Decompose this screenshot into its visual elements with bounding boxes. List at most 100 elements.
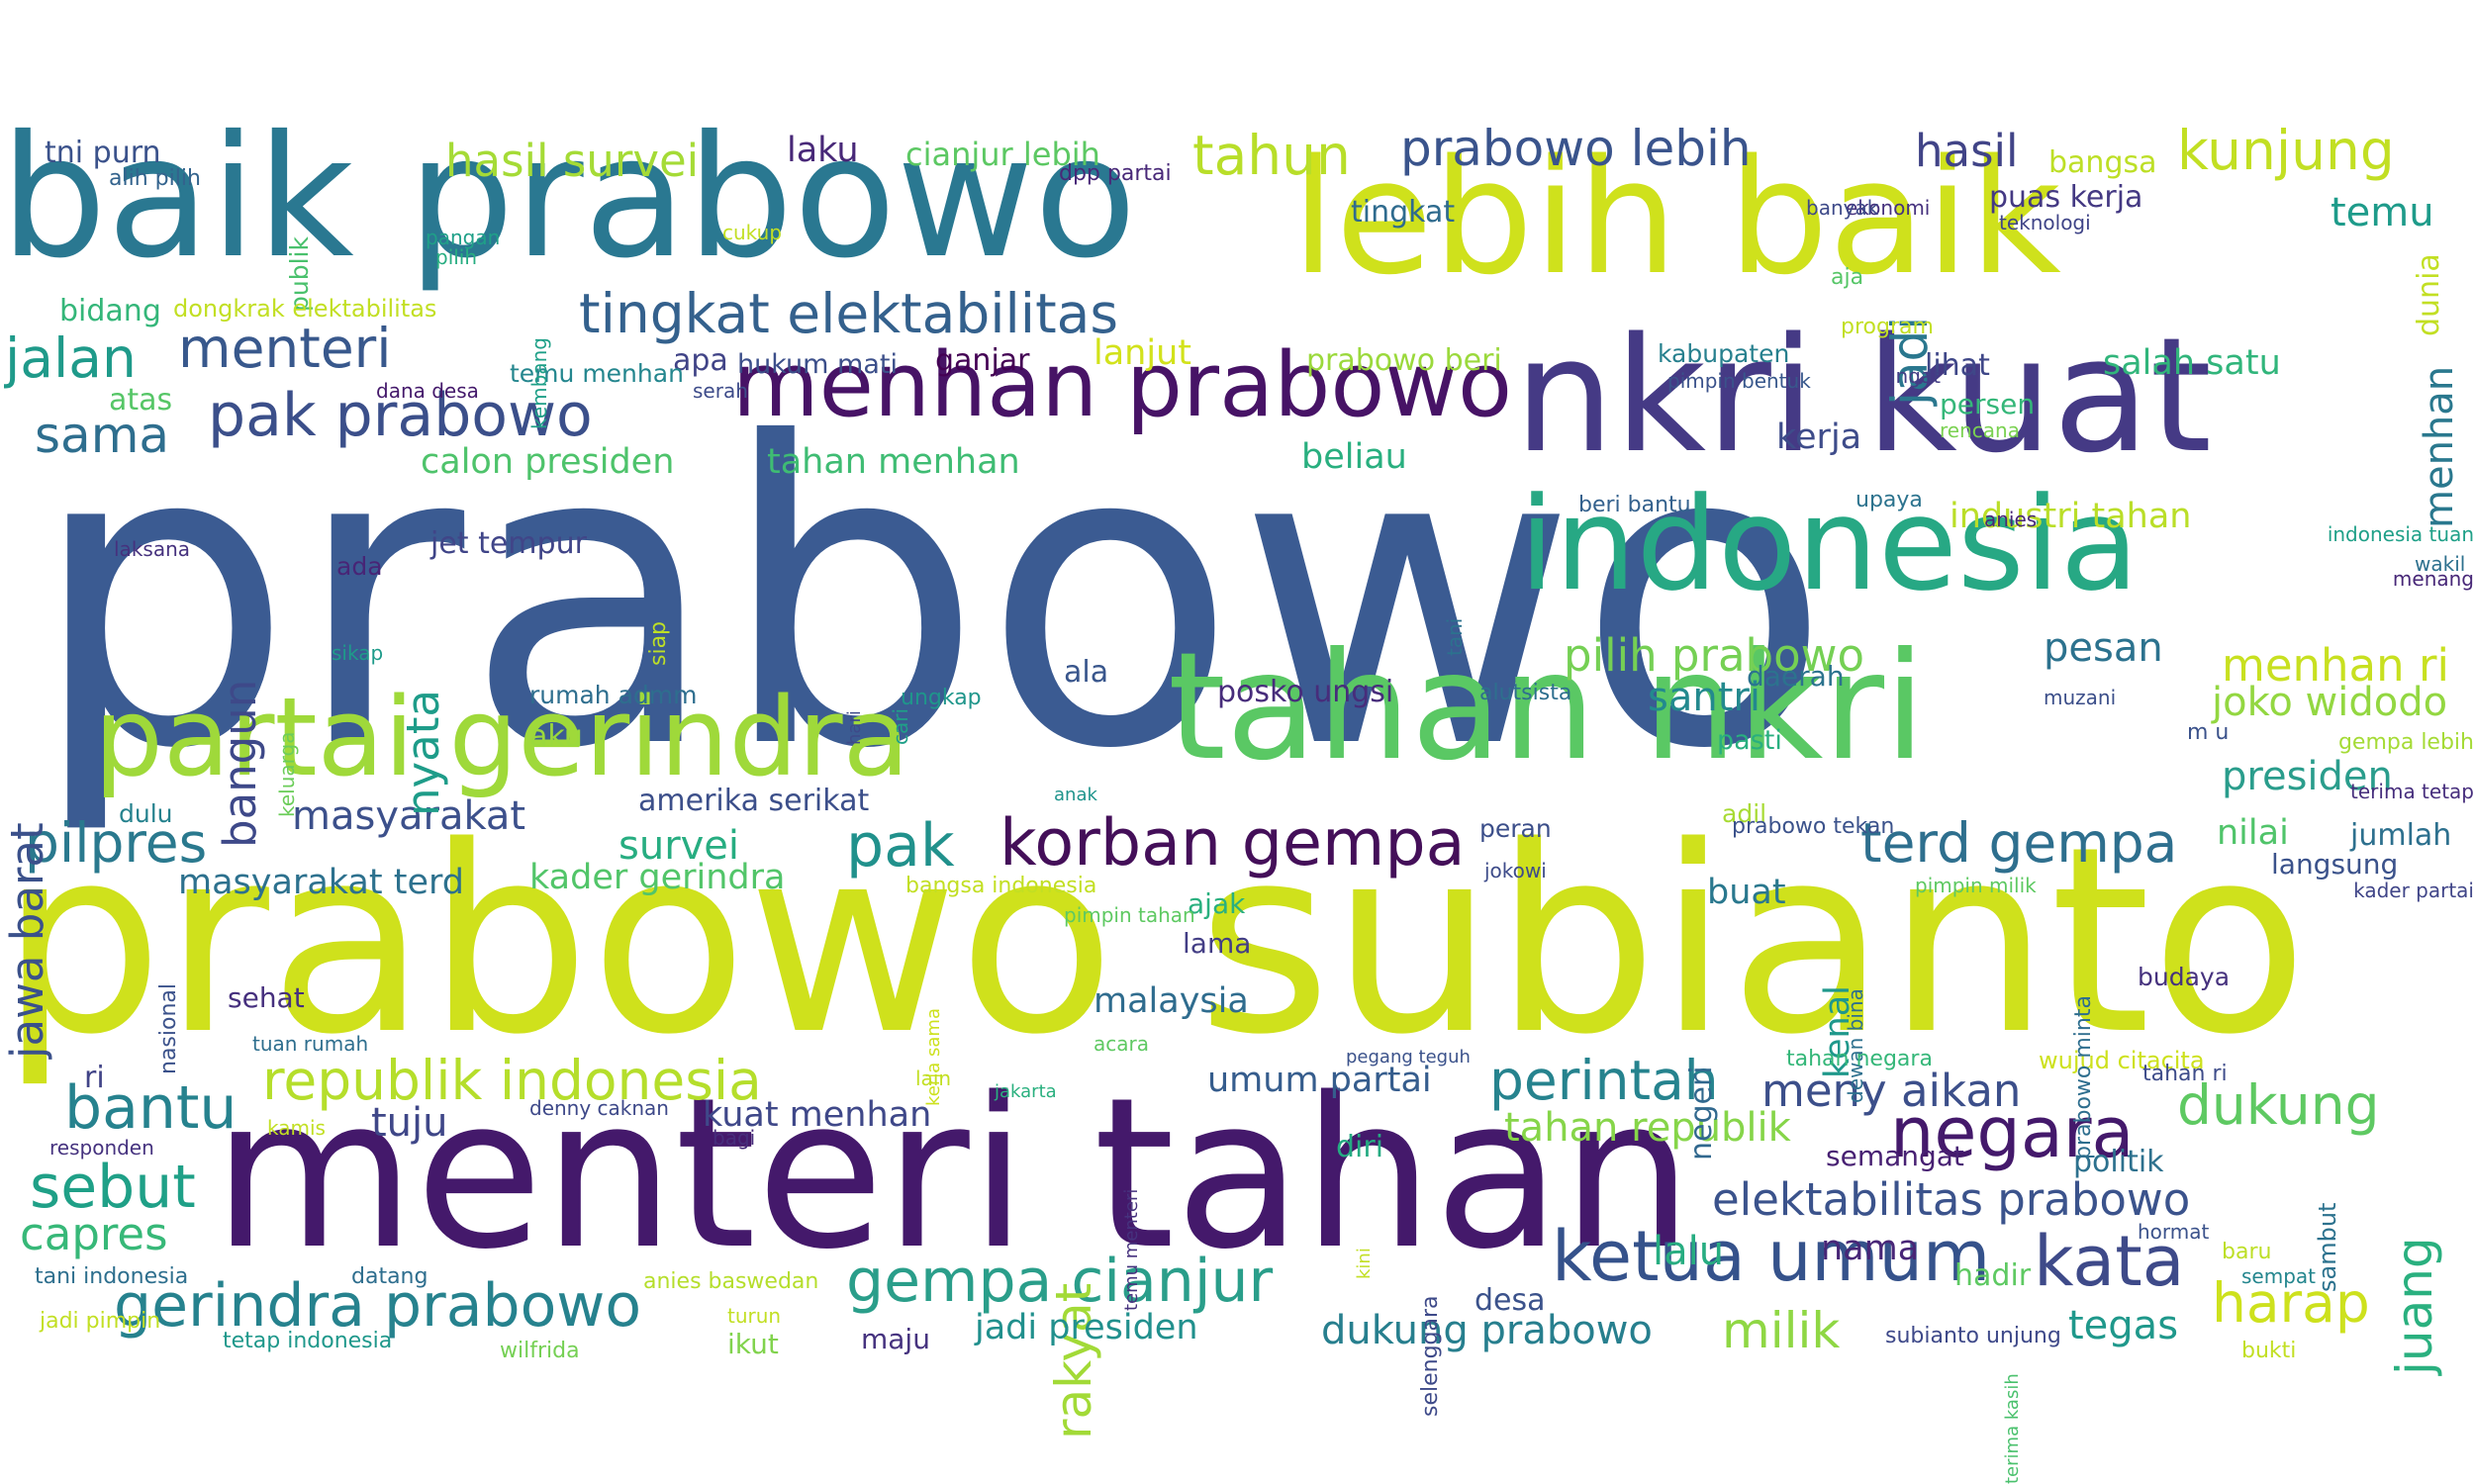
cloud-word: menhan prabowo bbox=[732, 333, 1513, 437]
cloud-word: kembang bbox=[527, 337, 551, 429]
cloud-word: ajak bbox=[1188, 887, 1246, 920]
cloud-word: muzani bbox=[2044, 686, 2117, 709]
cloud-word: kuat menhan bbox=[703, 1095, 932, 1135]
cloud-word: pegang teguh bbox=[1346, 1047, 1471, 1067]
cloud-word: juang bbox=[2386, 1237, 2443, 1375]
cloud-word: tani indonesia bbox=[35, 1264, 189, 1289]
cloud-word: tahan ri bbox=[2142, 1062, 2228, 1086]
cloud-word: maju bbox=[861, 1323, 930, 1355]
cloud-word: alih pilih bbox=[109, 166, 201, 191]
cloud-word: adil bbox=[1722, 799, 1767, 828]
cloud-word: sebut bbox=[30, 1153, 196, 1222]
cloud-word: terima tetap bbox=[2350, 780, 2474, 803]
cloud-word: temu bbox=[2331, 190, 2434, 235]
cloud-word: temu menteri bbox=[1121, 1188, 1142, 1311]
cloud-word: lain bbox=[915, 1067, 952, 1090]
cloud-word: keluarga bbox=[275, 731, 299, 817]
cloud-word: nyata bbox=[397, 690, 449, 816]
cloud-word: korban gempa bbox=[999, 806, 1466, 881]
cloud-word: sempat bbox=[2241, 1264, 2316, 1288]
cloud-word: rumah admm bbox=[529, 681, 698, 709]
cloud-word: kader partai bbox=[2353, 879, 2474, 902]
cloud-word: ada bbox=[336, 552, 383, 581]
cloud-word: hasil survei bbox=[445, 135, 700, 187]
cloud-word: sambut bbox=[2314, 1202, 2341, 1293]
cloud-word: indonesia tuan bbox=[2327, 522, 2474, 546]
cloud-word: menhan ri bbox=[2222, 639, 2449, 692]
cloud-word: tahun bbox=[1192, 124, 1351, 187]
cloud-word: pak prabowo bbox=[208, 381, 593, 450]
cloud-word: peran bbox=[1479, 814, 1552, 843]
cloud-word: tni purn bbox=[45, 136, 161, 170]
cloud-word: dana desa bbox=[376, 379, 479, 403]
cloud-word: ala bbox=[1064, 655, 1109, 690]
cloud-word: calon presiden bbox=[421, 442, 675, 482]
cloud-word: tuju bbox=[371, 1100, 448, 1146]
cloud-word: tahan nkri bbox=[1168, 621, 1926, 793]
cloud-word: wilfrida bbox=[500, 1339, 580, 1363]
cloud-word: ungkap bbox=[901, 686, 982, 710]
cloud-word: tahan negara bbox=[1786, 1047, 1933, 1071]
cloud-word: hormat bbox=[2138, 1220, 2210, 1244]
cloud-word: lihat bbox=[1925, 348, 1990, 383]
cloud-word: dunia bbox=[2412, 253, 2446, 336]
cloud-word: acara bbox=[1094, 1032, 1149, 1056]
cloud-word: wujud citacita bbox=[2039, 1047, 2205, 1074]
cloud-word: nasional bbox=[156, 982, 181, 1074]
cloud-word: presiden bbox=[2222, 754, 2393, 799]
cloud-word: santri bbox=[1648, 675, 1760, 720]
cloud-word: alutsista bbox=[1479, 681, 1572, 705]
cloud-word: kini bbox=[1354, 1248, 1375, 1280]
cloud-word: survei bbox=[618, 823, 740, 869]
cloud-word: pilih bbox=[435, 245, 478, 269]
cloud-word: laku bbox=[787, 131, 859, 170]
cloud-word: bagi bbox=[713, 1126, 756, 1150]
cloud-word: kader gerindra bbox=[529, 858, 786, 897]
cloud-word: sehat bbox=[228, 981, 305, 1014]
cloud-word: meny aikan bbox=[1761, 1065, 2022, 1117]
cloud-word: tahan menhan bbox=[767, 442, 1020, 482]
cloud-word: ganjar bbox=[935, 343, 1030, 378]
cloud-word: prabowo tekan bbox=[1732, 814, 1895, 839]
cloud-word: beliau bbox=[1301, 437, 1407, 477]
cloud-word: dukung bbox=[2177, 1073, 2380, 1137]
cloud-word: hari bbox=[844, 710, 865, 746]
cloud-word: sama bbox=[35, 407, 170, 464]
cloud-word: jumlah bbox=[2350, 818, 2452, 853]
cloud-word: lebih baik bbox=[1291, 125, 2061, 310]
cloud-word: republik indonesia bbox=[262, 1049, 762, 1112]
cloud-word: bentuk bbox=[1742, 369, 1811, 393]
cloud-word: gempa cianjur bbox=[846, 1247, 1274, 1316]
cloud-word: gempa lebih bbox=[2337, 730, 2474, 755]
cloud-word: dongkrak elektabilitas bbox=[173, 295, 437, 323]
cloud-word: apa bbox=[673, 343, 728, 378]
cloud-word: puas kerja bbox=[1989, 180, 2143, 215]
cloud-word: joko widodo bbox=[2212, 680, 2448, 725]
cloud-word: dpp partai bbox=[1059, 161, 1172, 186]
cloud-word: jadi presiden bbox=[975, 1308, 1198, 1347]
cloud-word: rencana bbox=[1940, 418, 2020, 442]
cloud-word: cukup bbox=[722, 221, 783, 244]
cloud-word: umum partai bbox=[1207, 1061, 1432, 1100]
cloud-word: tahan republik bbox=[1504, 1105, 1791, 1151]
cloud-word: atas bbox=[109, 383, 173, 417]
cloud-word: selenggara bbox=[1418, 1295, 1443, 1417]
cloud-word: pangan bbox=[426, 226, 501, 249]
cloud-word: baik prabowo bbox=[0, 100, 1137, 296]
cloud-word: bangsa indonesia bbox=[905, 874, 1097, 898]
cloud-word: bukti bbox=[2241, 1339, 2297, 1363]
cloud-word: pilpres bbox=[25, 811, 208, 875]
cloud-word: negara bbox=[1890, 1092, 2135, 1173]
cloud-word: ekonomi bbox=[1846, 196, 1931, 220]
cloud-word: jawa barat bbox=[1, 822, 53, 1059]
cloud-word: dulu bbox=[119, 799, 173, 828]
cloud-word: bangsa bbox=[2048, 145, 2157, 180]
cloud-word: upaya bbox=[1856, 488, 1923, 512]
cloud-word: ikut bbox=[727, 1328, 779, 1360]
cloud-word: nilai bbox=[2217, 813, 2289, 853]
cloud-word: salah satu bbox=[2103, 343, 2281, 383]
cloud-word: denny caknan bbox=[529, 1096, 669, 1120]
cloud-word: program bbox=[1841, 315, 1934, 339]
cloud-word: cianjur lebih bbox=[905, 136, 1100, 173]
